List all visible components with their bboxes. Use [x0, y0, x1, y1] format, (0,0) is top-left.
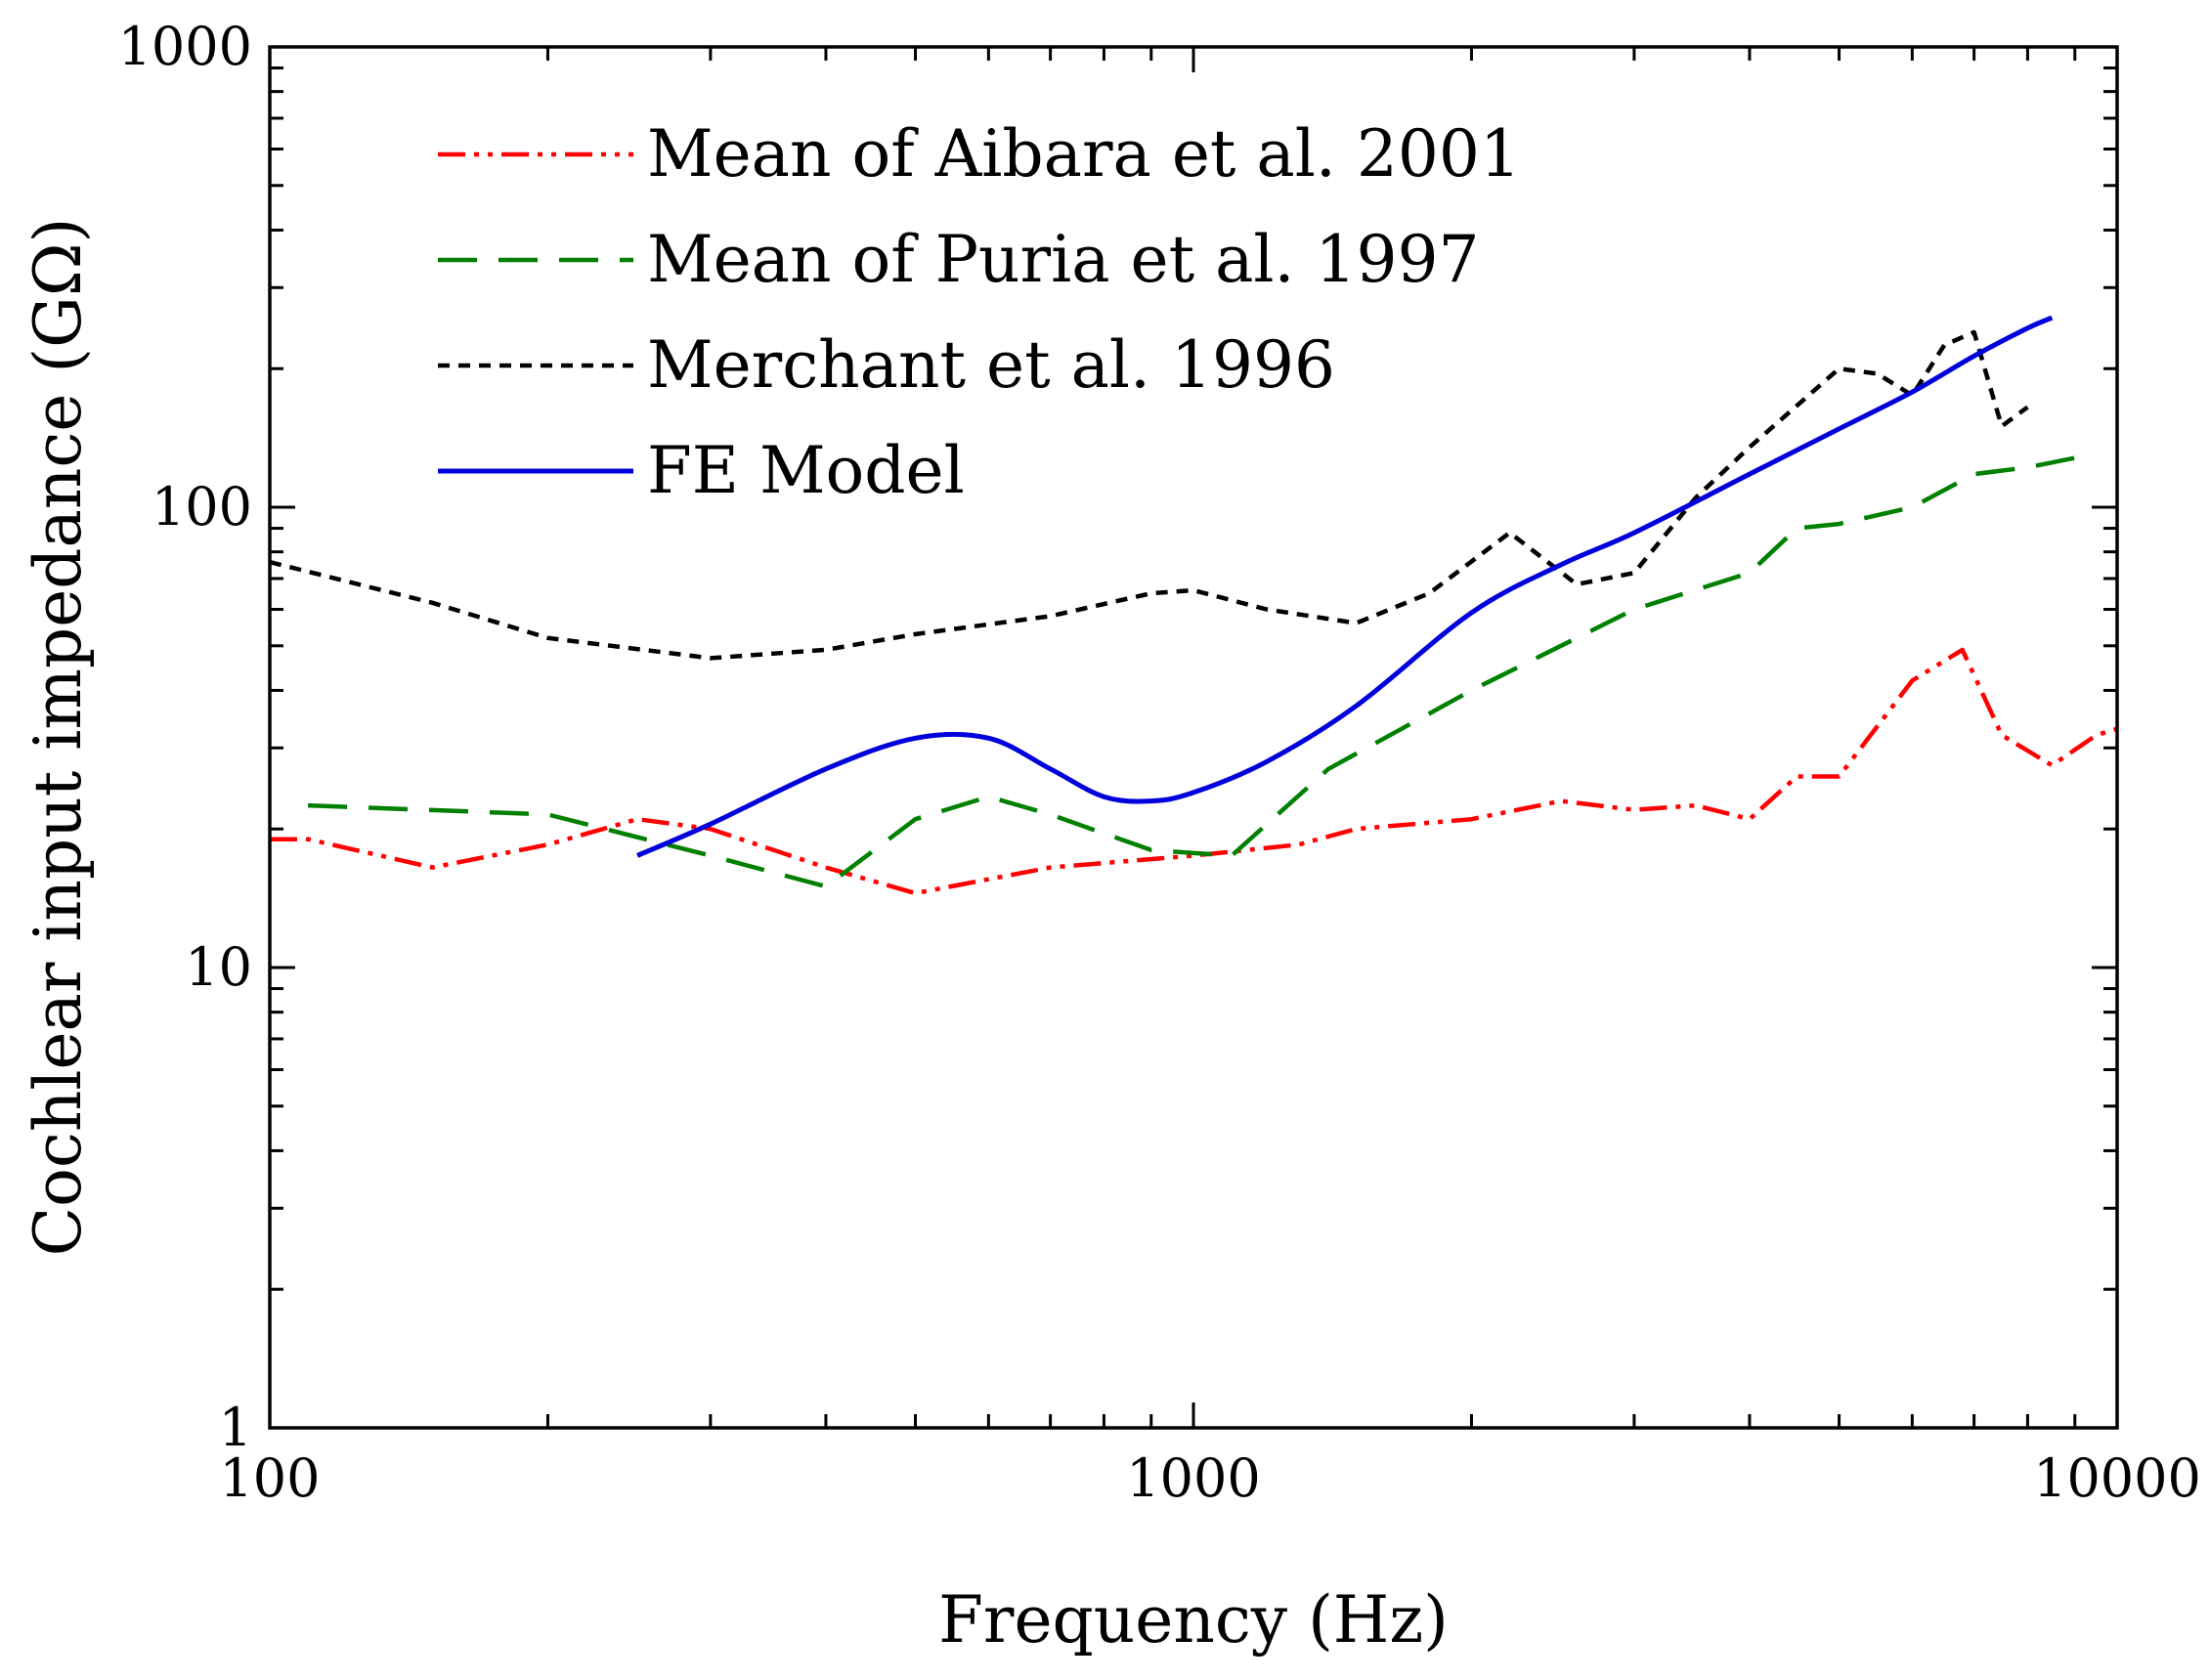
tick-labels: 100 1000 10000 1 10 100 1000 — [118, 16, 2201, 1509]
legend-label-mean-of-aibara-et-al-2001: Mean of Aibara et al. 2001 — [647, 116, 1521, 192]
x-tick-label: 1000 — [1126, 1447, 1260, 1509]
series-line-mean-of-aibara-et-al-2001 — [270, 647, 2118, 896]
y-tick-label: 10 — [185, 936, 252, 998]
series-line-mean-of-puria-et-al-1997 — [308, 455, 2076, 889]
x-axis-title: Frequency (Hz) — [938, 1582, 1449, 1658]
y-axis-title: Cochlear input impedance (GΩ) — [21, 218, 96, 1257]
y-tick-label: 100 — [152, 476, 252, 538]
y-tick-label: 1 — [219, 1397, 252, 1458]
series-line-fe-model — [636, 315, 2054, 858]
legend-label-fe-model: FE Model — [647, 433, 965, 508]
y-tick-label: 1000 — [118, 16, 252, 77]
legend: Mean of Aibara et al. 2001 Mean of Puria … — [438, 116, 1521, 508]
plot-frame — [268, 45, 2119, 1430]
axis-ticks — [268, 45, 2119, 1430]
legend-label-mean-of-puria-et-al-1997: Mean of Puria et al. 1997 — [647, 222, 1479, 297]
x-tick-label: 100 — [219, 1447, 320, 1509]
series-layer — [269, 315, 2118, 896]
legend-label-merchant-et-al-1996: Merchant et al. 1996 — [647, 327, 1335, 403]
x-tick-label: 10000 — [2033, 1447, 2201, 1509]
